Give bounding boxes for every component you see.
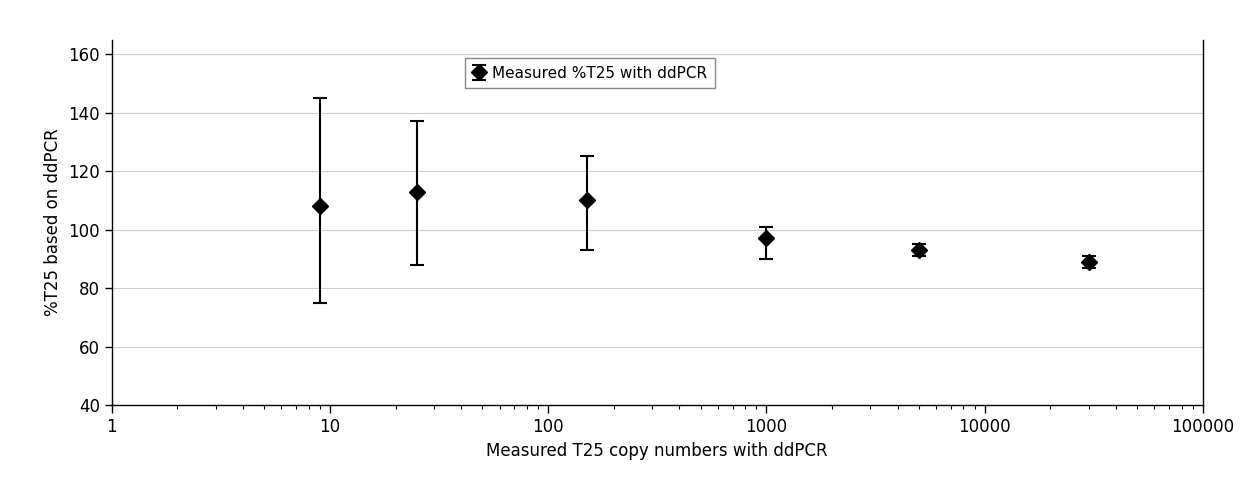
Legend: Measured %T25 with ddPCR: Measured %T25 with ddPCR [465, 58, 715, 88]
Y-axis label: %T25 based on ddPCR: %T25 based on ddPCR [45, 128, 62, 316]
X-axis label: Measured T25 copy numbers with ddPCR: Measured T25 copy numbers with ddPCR [486, 442, 828, 460]
